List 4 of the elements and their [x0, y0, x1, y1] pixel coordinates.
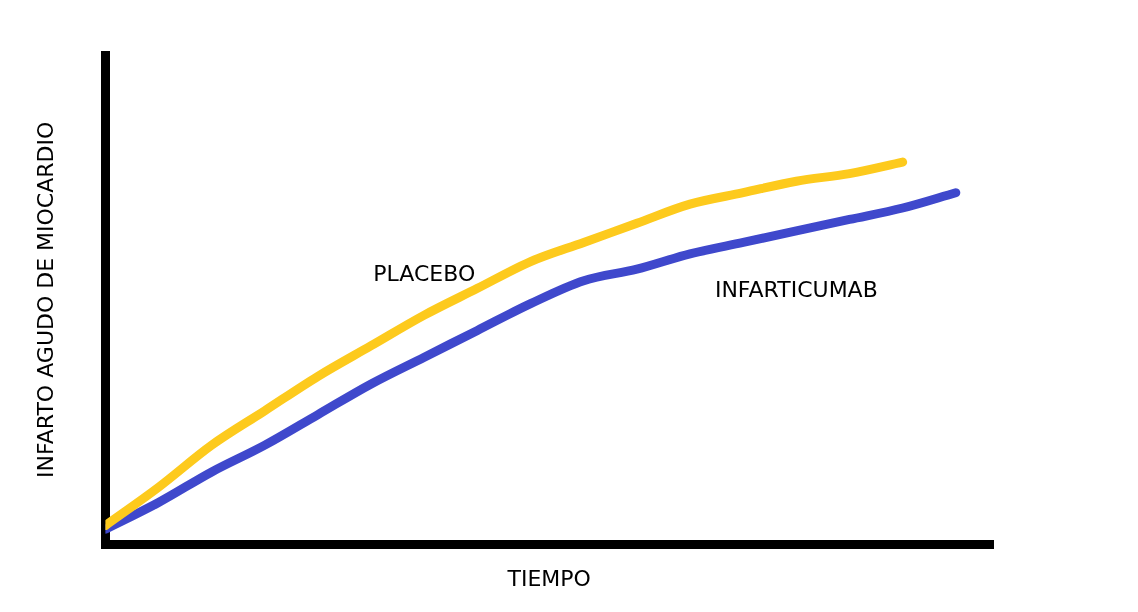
- y-axis-title: INFARTO AGUDO DE MIOCARDIO: [32, 121, 58, 478]
- x-axis-title: TIEMPO: [506, 565, 591, 591]
- series-label: PLACEBO: [373, 260, 476, 286]
- series-label: INFARTICUMAB: [714, 276, 878, 302]
